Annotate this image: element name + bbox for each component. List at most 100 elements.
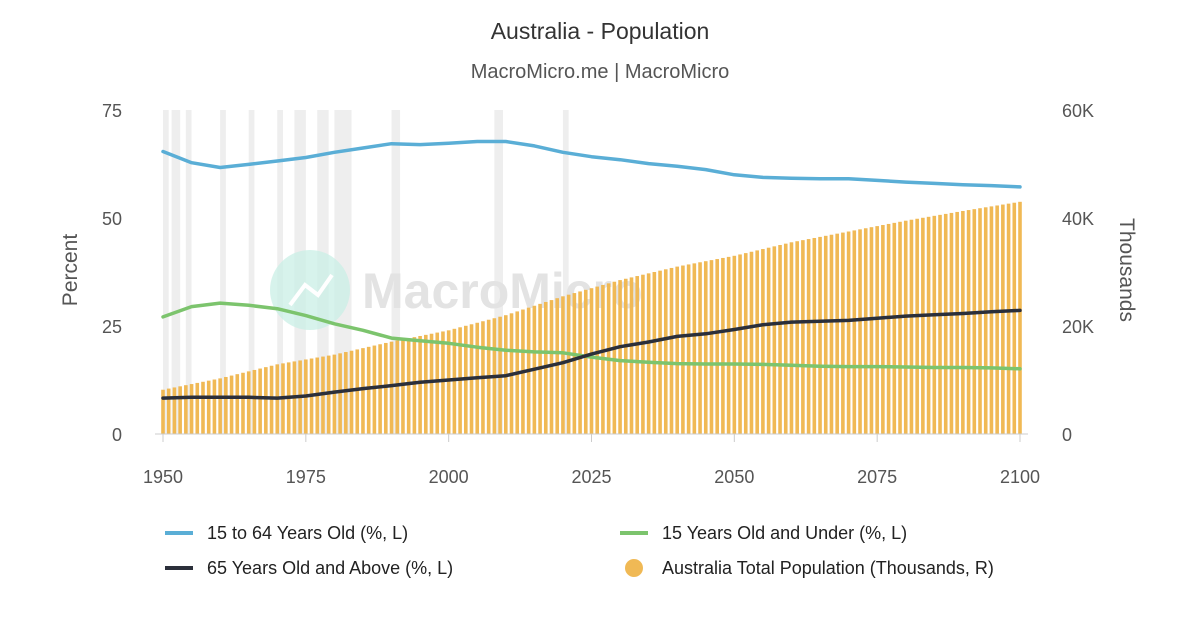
series-line-1 bbox=[161, 301, 1022, 371]
population-bar-2060 bbox=[789, 242, 794, 434]
x-tick-label-5: 2075 bbox=[857, 467, 897, 487]
population-bar-2001 bbox=[452, 328, 457, 434]
population-bar-1995 bbox=[418, 335, 422, 434]
population-bar-1955 bbox=[189, 384, 194, 434]
population-bar-1998 bbox=[435, 332, 440, 434]
population-bar-2075 bbox=[875, 226, 879, 434]
recession-band-9 bbox=[391, 110, 401, 434]
population-bar-2053 bbox=[749, 251, 754, 434]
population-bar-2080 bbox=[903, 220, 908, 434]
population-bar-1985 bbox=[361, 348, 365, 434]
population-bar-1983 bbox=[349, 350, 354, 434]
population-bar-2096 bbox=[995, 205, 999, 434]
y-left-tick-label-1: 25 bbox=[102, 317, 122, 337]
population-bar-2099 bbox=[1012, 202, 1017, 434]
population-bar-1967 bbox=[258, 368, 262, 434]
population-bar-1951 bbox=[166, 388, 171, 434]
population-bar-2084 bbox=[926, 216, 931, 434]
population-bar-2071 bbox=[852, 230, 857, 434]
population-bar-2000 bbox=[446, 330, 451, 434]
population-bar-2077 bbox=[886, 223, 891, 434]
population-bar-2059 bbox=[783, 243, 788, 434]
population-bar-2088 bbox=[949, 212, 954, 434]
population-bar-1987 bbox=[372, 345, 377, 434]
population-bar-1979 bbox=[326, 355, 331, 434]
population-bar-1986 bbox=[366, 346, 371, 434]
population-bar-2022 bbox=[572, 293, 577, 434]
population-bar-1990 bbox=[389, 341, 394, 434]
population-bar-2061 bbox=[795, 241, 799, 434]
population-bar-2046 bbox=[709, 260, 714, 434]
population-bar-2090 bbox=[961, 210, 965, 434]
population-bar-2093 bbox=[978, 208, 982, 434]
population-bar-1959 bbox=[212, 379, 217, 434]
legend-label-2[interactable]: 65 Years Old and Above (%, L) bbox=[207, 558, 453, 578]
y-right-tick-label-2: 40K bbox=[1062, 209, 1094, 229]
population-bar-2081 bbox=[909, 219, 914, 434]
population-bar-2023 bbox=[578, 291, 582, 434]
y-left-tick-label-3: 75 bbox=[102, 101, 122, 121]
population-bar-1994 bbox=[412, 337, 417, 434]
y-axis-right: 0 20K 40K 60K bbox=[1062, 101, 1094, 445]
population-bar-2041 bbox=[681, 265, 685, 434]
legend-label-0[interactable]: 15 to 64 Years Old (%, L) bbox=[207, 523, 408, 543]
y-left-tick-label-0: 0 bbox=[112, 425, 122, 445]
population-bar-2035 bbox=[646, 273, 651, 434]
population-bar-2056 bbox=[766, 247, 771, 434]
population-bar-2062 bbox=[801, 240, 805, 434]
population-bar-1965 bbox=[246, 371, 251, 434]
population-bar-2074 bbox=[869, 227, 874, 434]
watermark-text: MacroMicro bbox=[362, 263, 643, 319]
legend-label-3[interactable]: Australia Total Population (Thousands, R… bbox=[662, 558, 994, 578]
population-bar-2048 bbox=[721, 257, 725, 434]
population-bar-2026 bbox=[595, 286, 600, 434]
x-tick-label-2: 2000 bbox=[429, 467, 469, 487]
population-bar-2033 bbox=[635, 276, 640, 434]
population-bar-2049 bbox=[726, 256, 731, 434]
population-bar-2094 bbox=[983, 207, 988, 434]
series-line-2 bbox=[161, 308, 1022, 400]
population-bar-2065 bbox=[818, 236, 822, 434]
population-bar-2052 bbox=[743, 253, 748, 434]
population-bar-2031 bbox=[623, 278, 628, 434]
x-tick-label-1: 1975 bbox=[286, 467, 326, 487]
population-bar-1964 bbox=[241, 372, 245, 434]
population-bar-2038 bbox=[663, 269, 668, 434]
population-bar-2039 bbox=[669, 267, 674, 434]
total-population-bars bbox=[161, 201, 1022, 434]
population-bar-2044 bbox=[698, 262, 702, 434]
y-right-tick-label-1: 20K bbox=[1062, 317, 1094, 337]
population-bar-1958 bbox=[206, 380, 211, 434]
population-bar-2050 bbox=[732, 255, 737, 434]
population-bar-2086 bbox=[938, 214, 942, 434]
y-right-tick-label-3: 60K bbox=[1062, 101, 1094, 121]
population-bar-2063 bbox=[806, 239, 811, 434]
population-bar-1960 bbox=[218, 378, 222, 434]
population-bar-1981 bbox=[338, 353, 342, 434]
population-bar-1999 bbox=[441, 331, 445, 434]
y-axis-left: 0 25 50 75 bbox=[102, 101, 122, 445]
x-tick-label-6: 2100 bbox=[1000, 467, 1040, 487]
age-share-lines bbox=[161, 139, 1022, 400]
population-bar-2043 bbox=[692, 263, 697, 434]
legend-label-1[interactable]: 15 Years Old and Under (%, L) bbox=[662, 523, 907, 543]
chart-title: Australia - Population bbox=[491, 18, 710, 44]
population-bar-2058 bbox=[778, 245, 782, 434]
population-bar-2097 bbox=[1001, 204, 1005, 434]
population-bar-2087 bbox=[943, 213, 948, 434]
population-bar-2078 bbox=[892, 222, 897, 434]
recession-band-10 bbox=[494, 110, 503, 434]
population-bar-2047 bbox=[715, 259, 719, 434]
population-bar-2100 bbox=[1018, 201, 1022, 434]
population-bar-1953 bbox=[178, 386, 182, 434]
population-bar-1992 bbox=[401, 339, 405, 434]
population-bar-1982 bbox=[344, 352, 348, 434]
population-bar-2089 bbox=[955, 211, 959, 434]
x-axis: 1950 1975 2000 2025 2050 2075 2100 bbox=[143, 433, 1040, 487]
population-bar-1961 bbox=[224, 376, 228, 434]
population-bar-2032 bbox=[629, 277, 634, 434]
watermark-chart-icon bbox=[288, 273, 334, 307]
population-bar-1956 bbox=[195, 382, 200, 434]
recession-band-4 bbox=[248, 110, 255, 434]
population-bar-2068 bbox=[835, 233, 839, 434]
